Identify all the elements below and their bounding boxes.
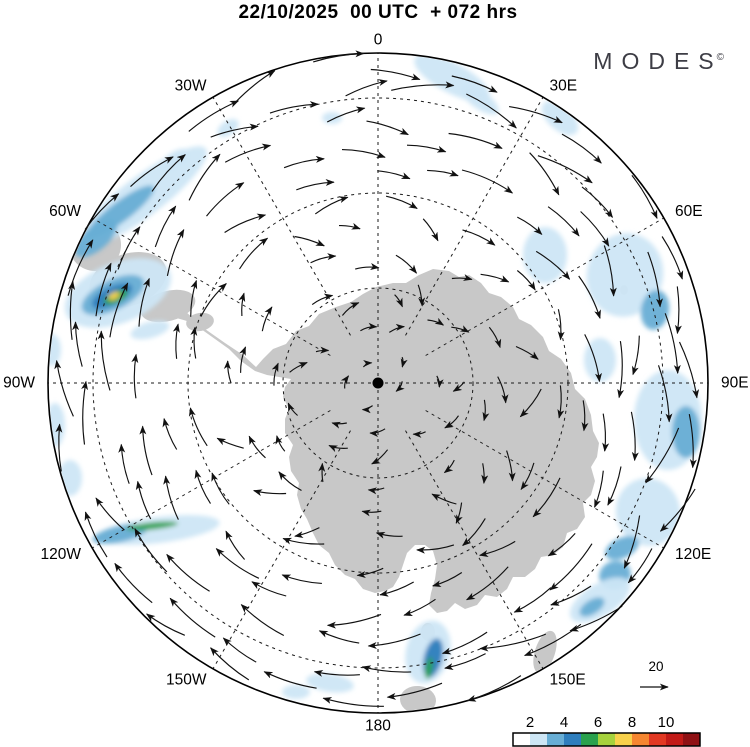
shaded-blob xyxy=(74,218,118,258)
colorbar: 2 4 6 8 10 xyxy=(512,714,701,747)
colorbar-cell xyxy=(581,733,598,746)
meridian-label-150E: 150E xyxy=(550,672,586,689)
shaded-blob xyxy=(646,569,674,591)
meridian-label-120W: 120W xyxy=(40,546,81,563)
colorbar-cell xyxy=(598,733,615,746)
shaded-blob xyxy=(49,403,65,447)
copyright-icon: © xyxy=(716,52,724,63)
land-patch xyxy=(186,312,214,332)
colorbar-frame xyxy=(512,732,701,747)
meridian-label-0: 0 xyxy=(374,32,383,49)
colorbar-cell xyxy=(649,733,666,746)
shaded-blob xyxy=(579,597,605,617)
colorbar-cell xyxy=(615,733,632,746)
shaded-blob xyxy=(306,673,354,693)
colorbar-tick-label: 2 xyxy=(526,714,534,731)
meridian-line xyxy=(212,96,351,336)
colorbar-tick-label: 8 xyxy=(628,714,636,731)
shaded-blob xyxy=(541,100,579,136)
shaded-blob xyxy=(282,685,310,699)
land-patch xyxy=(400,685,436,712)
colorbar-cell xyxy=(530,733,547,746)
map-boundary-circle xyxy=(47,52,709,714)
reference-vector: 20 xyxy=(640,659,669,691)
shaded-blob xyxy=(49,334,61,366)
colorbar-cell xyxy=(632,733,649,746)
graticule xyxy=(48,53,708,713)
colorbar-cell xyxy=(513,733,530,746)
meridian-label-150W: 150W xyxy=(166,672,207,689)
meridian-label-60E: 60E xyxy=(675,203,703,220)
colorbar-cell xyxy=(666,733,683,746)
shaded-blob xyxy=(586,233,664,317)
antarctica-landmass xyxy=(166,269,599,613)
meridian-label-30E: 30E xyxy=(550,77,578,94)
latitude-circle xyxy=(92,97,664,669)
south-pole-marker xyxy=(372,377,384,389)
shaded-blob xyxy=(672,406,700,458)
shaded-blob xyxy=(523,227,567,283)
wind-vector-arrows xyxy=(54,50,700,707)
land-patch xyxy=(523,676,541,700)
meridian-label-60W: 60W xyxy=(49,203,81,220)
shaded-blob xyxy=(584,338,616,382)
colorbar-tick-label: 6 xyxy=(594,714,602,731)
meridian-labels: 0 30E 60E 90E 120E 150E 180 150W 120W 90W 60W 30W xyxy=(3,32,748,735)
meridian-label-120E: 120E xyxy=(675,546,711,563)
meridian-label-180: 180 xyxy=(365,718,391,735)
modes-logo: MODES© xyxy=(593,48,724,75)
shaded-blob xyxy=(217,119,239,137)
meridian-label-30W: 30W xyxy=(175,77,207,94)
colorbar-tick-label: 10 xyxy=(658,714,675,731)
colorbar-cell xyxy=(564,733,581,746)
reference-vector-label: 20 xyxy=(648,659,663,674)
meridian-label-90W: 90W xyxy=(3,375,35,392)
colorbar-cell xyxy=(683,733,700,746)
latitude-circle xyxy=(282,287,474,479)
colorbar-cell xyxy=(547,733,564,746)
modes-logo-text: MODES xyxy=(593,48,723,74)
meridian-label-90E: 90E xyxy=(721,375,749,392)
chart-title: 22/10/2025 00 UTC + 072 hrs xyxy=(238,2,518,23)
colorbar-tick-label: 4 xyxy=(560,714,568,731)
shaded-blob xyxy=(322,112,342,124)
shaded-blob xyxy=(130,320,170,340)
shaded-blob xyxy=(108,291,120,301)
